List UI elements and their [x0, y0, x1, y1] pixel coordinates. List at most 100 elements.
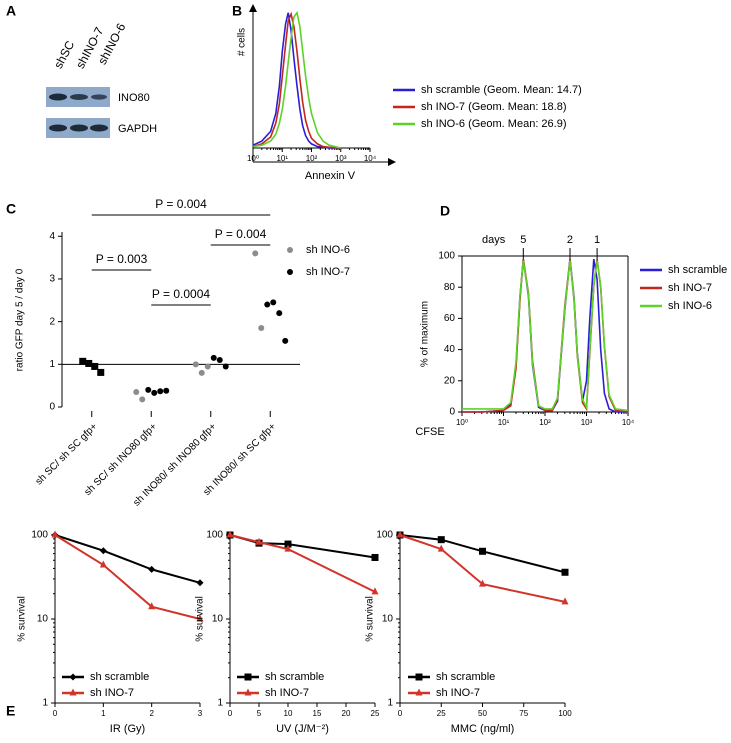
panel-letter: A	[6, 3, 16, 19]
panel-letter: D	[440, 203, 450, 219]
marker	[264, 301, 271, 308]
series-line	[252, 11, 341, 149]
chart: 1 10 100 % survival 0 5 10 15 20 25 UV (J/M⁻²) sh s…	[195, 530, 380, 735]
marker	[204, 363, 211, 370]
marker	[196, 579, 204, 587]
x-tick-label: 50	[478, 709, 487, 718]
y-tick-label: 4	[49, 231, 55, 242]
x-axis-label: UV (J/M⁻²)	[276, 723, 329, 735]
legend-label: sh INO-7	[265, 687, 309, 699]
marker	[255, 537, 263, 545]
chart: B # cells 10⁰ 10¹ 10² 10³ 10⁴ Annexin V sh scram…	[232, 3, 582, 182]
marker	[85, 359, 93, 367]
x-tick-label: 0	[228, 709, 233, 718]
legend-label: sh scramble (Geom. Mean: 14.7)	[421, 84, 582, 96]
arrow-head	[249, 4, 257, 12]
blot-column: shINO-6	[95, 21, 128, 67]
blot-row: INO80	[118, 92, 150, 104]
marker	[415, 673, 423, 681]
marker	[244, 673, 252, 681]
day-marker-label: 5	[520, 234, 526, 246]
blot-column: shSC	[51, 38, 77, 71]
chart: D 0 20 40 60 80 100 % of maximum 10⁰ 10¹ 10² 10³ 10⁴…	[415, 203, 727, 438]
marker	[133, 389, 140, 396]
marker	[151, 389, 158, 396]
p-value: P = 0.004	[155, 197, 207, 211]
marker	[258, 325, 265, 332]
panel-letter: E	[6, 703, 15, 719]
y-tick-label: 10	[382, 614, 394, 625]
marker	[51, 530, 59, 538]
x-tick-label: 100	[558, 709, 572, 718]
marker	[479, 547, 486, 555]
panel-a: A shSC shINO-7 shINO-6 INO80 GAPDH	[6, 3, 157, 138]
y-tick-label: 0	[449, 407, 455, 418]
x-tick-label: 10¹	[276, 154, 288, 163]
x-tick-label: sh SC/ sh SC gfp+	[34, 421, 100, 487]
marker	[244, 688, 252, 696]
y-tick-label: 1	[217, 698, 223, 709]
x-tick-label: 10²	[539, 418, 551, 427]
series-line	[229, 534, 376, 593]
y-tick-label: 3	[49, 274, 55, 285]
y-tick-label: 80	[444, 282, 456, 293]
x-tick-label: 75	[519, 709, 528, 718]
marker	[287, 269, 293, 275]
legend-label: sh scramble	[90, 671, 149, 683]
y-axis-label: % survival	[17, 596, 28, 642]
day-label: days	[482, 234, 506, 246]
marker	[252, 250, 259, 257]
y-axis-label: % of maximum	[420, 301, 431, 367]
marker	[157, 388, 164, 395]
marker	[198, 369, 205, 376]
x-tick-label: 25	[371, 709, 380, 718]
marker	[210, 354, 217, 361]
legend-label: sh INO-7	[90, 687, 134, 699]
x-tick-label: 10³	[581, 418, 593, 427]
marker	[192, 361, 199, 368]
marker	[371, 553, 379, 561]
day-marker-label: 2	[567, 234, 573, 246]
marker	[371, 587, 379, 595]
x-tick-label: 20	[342, 709, 351, 718]
y-tick-label: 20	[444, 375, 456, 386]
blot-band	[90, 124, 108, 132]
y-tick-label: 40	[444, 344, 456, 355]
y-tick-label: 10	[37, 614, 49, 625]
p-value: P = 0.0004	[152, 287, 210, 301]
marker	[479, 579, 486, 587]
marker	[148, 602, 156, 610]
marker	[561, 568, 569, 576]
marker	[91, 362, 99, 370]
y-axis-label: % survival	[195, 596, 206, 642]
marker	[226, 530, 234, 538]
x-tick-label: 2	[149, 709, 154, 718]
x-tick-label: 0	[53, 709, 58, 718]
x-tick-label: 10⁴	[364, 154, 377, 163]
series-line	[54, 534, 201, 584]
legend-label: sh INO-7	[668, 282, 712, 294]
blot-band	[49, 93, 67, 101]
marker	[222, 363, 229, 370]
series-line	[462, 260, 629, 412]
marker	[437, 536, 445, 544]
marker	[163, 387, 170, 394]
series-line	[399, 534, 566, 603]
y-tick-label: 100	[31, 530, 48, 541]
p-value: P = 0.003	[96, 252, 148, 266]
panel-letter: B	[232, 3, 242, 19]
marker	[415, 688, 423, 696]
marker	[145, 386, 152, 393]
marker	[437, 544, 445, 552]
x-tick-label: 15	[313, 709, 322, 718]
marker	[69, 673, 77, 681]
day-marker-label: 1	[594, 234, 600, 246]
legend-label: sh INO-7	[436, 687, 480, 699]
y-tick-label: 1	[49, 359, 55, 370]
marker	[276, 310, 283, 317]
marker	[287, 247, 293, 253]
marker	[216, 357, 223, 364]
x-tick-label: 10²	[306, 154, 318, 163]
